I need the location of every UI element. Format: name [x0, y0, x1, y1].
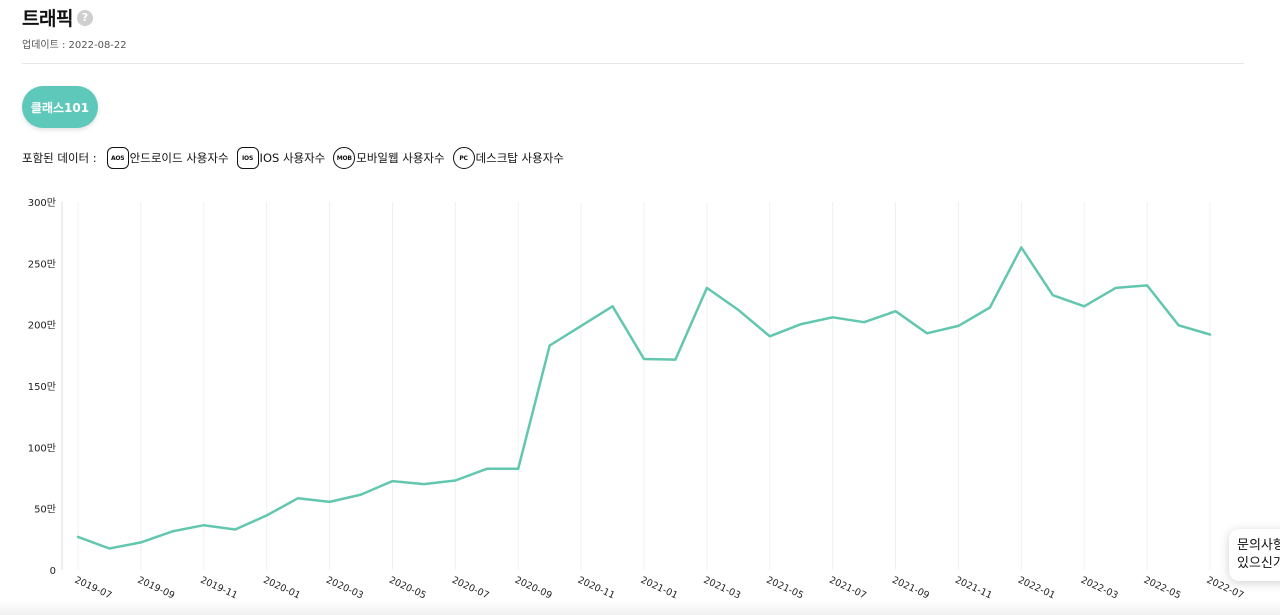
y-tick-label: 0 [50, 566, 56, 577]
x-tick-label: 2021-05 [765, 575, 806, 600]
y-tick-label: 100만 [28, 442, 56, 454]
inquiry-floating-button[interactable]: 문의사항 있으신가 [1229, 529, 1280, 581]
legend-label: IOS 사용자수 [259, 151, 326, 165]
y-tick-label: 250만 [28, 258, 56, 270]
legend-label: 안드로이드 사용자수 [129, 151, 229, 165]
legend-item-pc: PC 데스크탑 사용자수 [452, 147, 564, 169]
x-tick-label: 2021-11 [953, 575, 994, 600]
legend-item-ios: IOS IOS 사용자수 [236, 147, 326, 169]
mobile-web-badge-icon: MOB [333, 147, 356, 169]
y-tick-label: 200만 [28, 320, 56, 332]
x-tick-label: 2022-05 [1142, 575, 1183, 600]
divider [22, 63, 1244, 64]
traffic-line-chart: 0 50만 100만 150만 200만 250만 300만 2019-07 2019-09 20… [28, 197, 1246, 600]
legend-label: 데스크탑 사용자수 [475, 151, 564, 165]
y-tick-label: 150만 [28, 381, 56, 393]
x-tick-label: 2021-07 [827, 575, 868, 600]
x-tick-label: 2019-09 [136, 575, 177, 600]
x-tick-label: 2021-09 [890, 575, 931, 600]
x-tick-label: 2020-09 [513, 575, 554, 600]
legend-label: 모바일웹 사용자수 [356, 151, 445, 165]
x-tick-label: 2020-01 [261, 575, 302, 600]
x-tick-label: 2020-11 [576, 575, 617, 600]
x-tick-label: 2019-07 [73, 575, 114, 600]
x-tick-label: 2020-03 [324, 575, 365, 600]
inquiry-line-1: 문의사항 [1237, 538, 1280, 553]
page-title: 트래픽 [22, 8, 73, 30]
legend-item-aos: AOS 안드로이드 사용자수 [106, 147, 229, 169]
x-tick-label: 2021-01 [639, 575, 680, 600]
ios-badge-icon: IOS [236, 147, 259, 169]
updated-date: 업데이트 : 2022-08-22 [22, 40, 127, 51]
y-tick-label: 300만 [28, 197, 56, 209]
title-row: 트래픽 ? [22, 4, 93, 31]
x-tick-label: 2022-01 [1016, 575, 1057, 600]
x-tick-label: 2020-07 [450, 575, 491, 600]
inquiry-line-2: 있으신가 [1237, 556, 1280, 571]
x-tick-label: 2019-11 [199, 575, 240, 600]
legend-item-mob: MOB 모바일웹 사용자수 [333, 147, 445, 169]
y-tick-label: 50만 [34, 504, 56, 516]
class101-filter-button[interactable]: 클래스101 [22, 86, 98, 128]
x-tick-label: 2021-03 [702, 575, 743, 600]
bottom-fade [0, 600, 1280, 615]
x-tick-label: 2020-05 [387, 575, 428, 600]
desktop-badge-icon: PC [452, 147, 475, 169]
included-data-legend: 포함된 데이터 : AOS 안드로이드 사용자수 IOS IOS 사용자수 MO… [22, 147, 572, 169]
legend-lead: 포함된 데이터 : [22, 151, 97, 165]
android-badge-icon: AOS [106, 147, 129, 169]
help-icon[interactable]: ? [76, 9, 93, 26]
x-tick-label: 2022-03 [1079, 575, 1120, 600]
